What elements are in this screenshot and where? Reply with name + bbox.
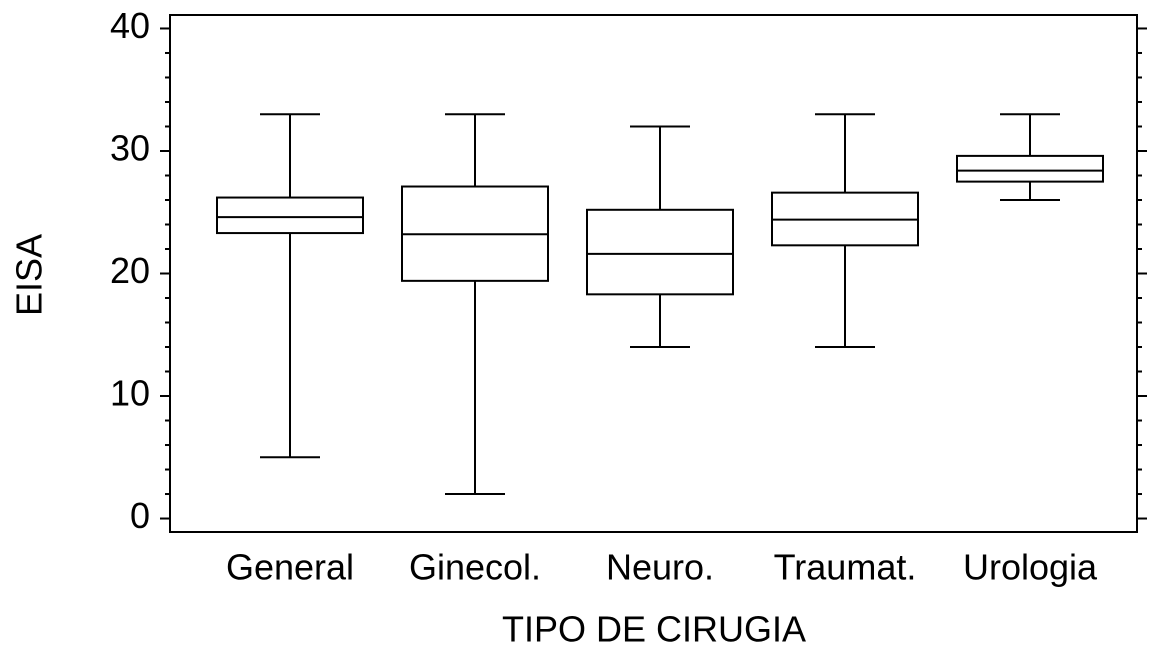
x-tick-label: Traumat. (774, 547, 917, 588)
box (586, 208, 734, 296)
x-tick-label: Urologia (963, 547, 1098, 588)
y-axis-label: EISA (9, 234, 50, 316)
y-tick-label: 30 (110, 128, 150, 169)
y-tick-label: 10 (110, 373, 150, 414)
x-tick-label: Ginecol. (409, 547, 541, 588)
box (216, 196, 364, 235)
x-axis-label: TIPO DE CIRUGIA (502, 609, 806, 650)
y-tick-label: 20 (110, 250, 150, 291)
y-tick-label: 0 (130, 495, 150, 536)
box (956, 154, 1104, 183)
y-tick-label: 40 (110, 5, 150, 46)
x-tick-label: Neuro. (606, 547, 714, 588)
x-tick-label: General (226, 547, 354, 588)
